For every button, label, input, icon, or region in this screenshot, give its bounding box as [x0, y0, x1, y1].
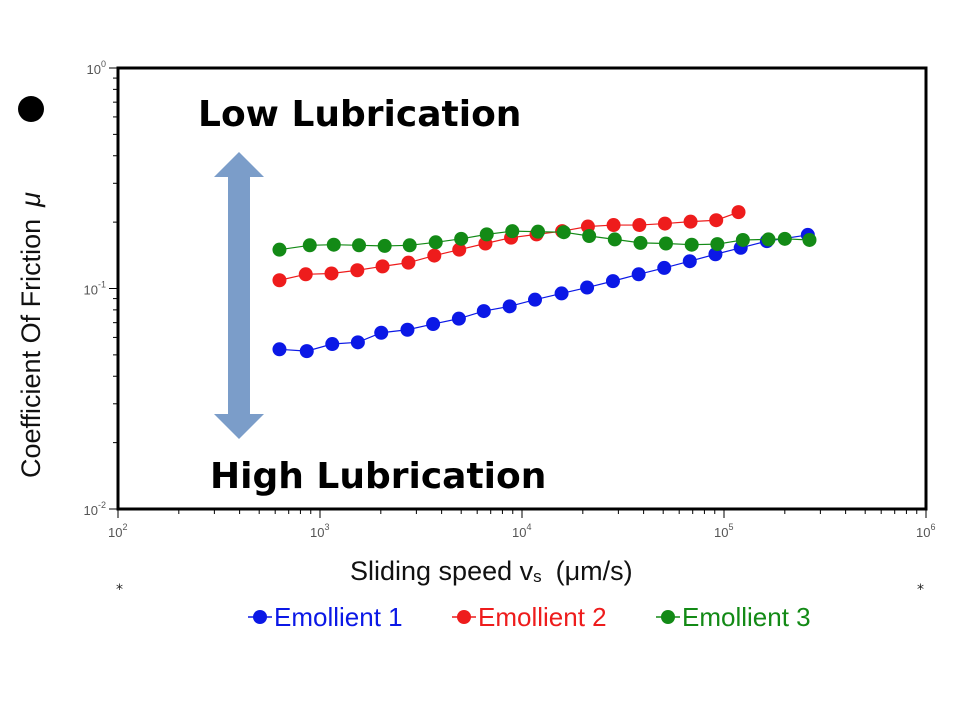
data-point — [684, 237, 699, 252]
data-point — [710, 237, 725, 252]
y-tick-label: 10-2 — [84, 500, 106, 518]
legend-item: Emollient 1 — [248, 602, 403, 632]
series-3 — [272, 224, 817, 257]
data-point — [454, 231, 469, 246]
x-tick-label: 106 — [916, 522, 935, 540]
data-point — [632, 218, 647, 233]
data-point — [302, 238, 317, 253]
legend: Emollient 1 Emollient 2 Emollient 3 — [248, 602, 811, 632]
footnote-mark-left: * — [116, 582, 123, 598]
data-point — [735, 232, 750, 247]
plot-area — [116, 66, 928, 511]
data-point — [606, 218, 621, 233]
data-point — [451, 311, 466, 326]
x-tick-label: 104 — [512, 522, 531, 540]
footnote-mark-right: * — [917, 582, 924, 598]
data-point — [377, 238, 392, 253]
x-tick-label: 102 — [108, 522, 127, 540]
y-tick-labels: 100 10-1 10-2 — [84, 59, 106, 518]
x-tick-labels: 102 103 104 105 106 — [108, 522, 935, 540]
data-point — [324, 266, 339, 281]
data-point — [731, 205, 746, 220]
x-axis-title-subscript: s — [533, 567, 542, 586]
data-point — [682, 254, 697, 269]
data-point — [631, 267, 646, 282]
data-point — [452, 242, 467, 257]
data-point — [272, 273, 287, 288]
legend-item: Emollient 2 — [452, 602, 607, 632]
data-point — [476, 304, 491, 319]
data-point — [530, 224, 545, 239]
data-point — [325, 337, 340, 352]
series-layer — [272, 205, 817, 359]
data-point — [802, 232, 817, 247]
data-point — [709, 213, 724, 228]
svg-text:Coefficient Of Frictionμ: Coefficient Of Friction μ — [16, 192, 46, 478]
data-point — [272, 242, 287, 257]
annotation-low-lubrication: Low Lubrication — [198, 94, 521, 135]
data-point — [657, 260, 672, 275]
data-point — [554, 286, 569, 301]
data-point — [400, 322, 415, 337]
data-point — [426, 317, 441, 332]
data-point — [375, 259, 390, 274]
legend-marker — [661, 610, 675, 624]
x-tick-label: 105 — [714, 522, 733, 540]
y-axis-title-marker — [18, 96, 44, 122]
y-axis-title: Coefficient Of Friction μ — [16, 192, 46, 478]
data-point — [374, 325, 389, 340]
y-axis-title-symbol: μ — [16, 192, 46, 208]
legend-marker — [457, 610, 471, 624]
data-point — [402, 238, 417, 253]
data-point — [658, 236, 673, 251]
data-point — [556, 225, 571, 240]
lubrication-double-arrow — [214, 152, 264, 439]
data-point — [299, 344, 314, 359]
y-axis-title-main: Coefficient Of Friction — [16, 219, 46, 478]
data-point — [352, 238, 367, 253]
data-point — [505, 224, 520, 239]
annotation-high-lubrication: High Lubrication — [210, 456, 546, 497]
data-point — [761, 232, 776, 247]
data-point — [298, 267, 313, 282]
x-axis-title-unit: (μm/s) — [556, 556, 633, 586]
y-tick-label: 100 — [87, 59, 106, 77]
data-point — [582, 229, 597, 244]
data-point — [607, 232, 622, 247]
legend-item: Emollient 3 — [656, 602, 811, 632]
x-axis-title-main: Sliding speed v — [350, 556, 534, 586]
data-point — [272, 342, 287, 357]
data-point — [633, 235, 648, 250]
data-point — [683, 214, 698, 229]
data-point — [528, 292, 543, 307]
data-point — [350, 263, 365, 278]
data-point — [326, 237, 341, 252]
legend-label: Emollient 3 — [682, 602, 811, 632]
legend-label: Emollient 1 — [274, 602, 403, 632]
data-point — [428, 235, 443, 250]
series-line — [279, 230, 810, 251]
data-point — [350, 335, 365, 350]
data-point — [605, 274, 620, 289]
y-tick-label: 10-1 — [84, 280, 106, 298]
x-tick-label: 103 — [310, 522, 329, 540]
data-point — [657, 216, 672, 231]
data-point — [427, 248, 442, 263]
axis-ticks — [109, 67, 927, 518]
data-point — [479, 227, 494, 242]
x-axis-title: Sliding speed vs (μm/s) — [350, 556, 633, 586]
legend-marker — [253, 610, 267, 624]
data-point — [401, 255, 416, 270]
data-point — [777, 231, 792, 246]
data-point — [502, 299, 517, 314]
legend-label: Emollient 2 — [478, 602, 607, 632]
data-point — [580, 280, 595, 295]
